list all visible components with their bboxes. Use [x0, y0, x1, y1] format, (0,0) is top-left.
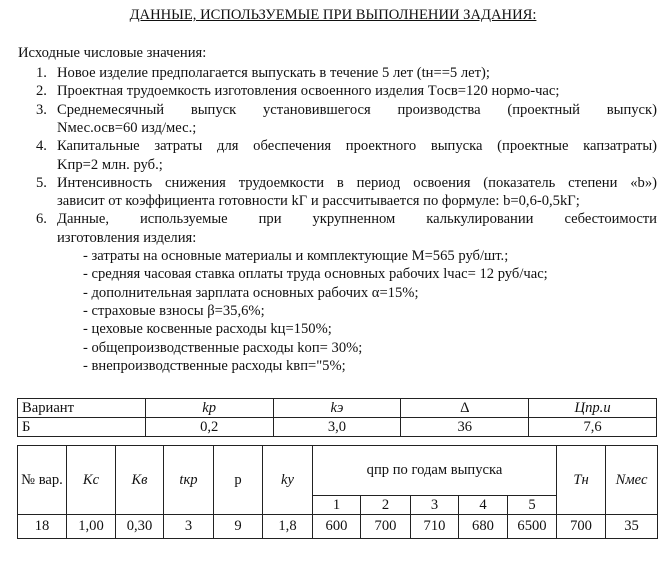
- header-cell: Δ: [400, 398, 530, 418]
- table-row: Б 0,2 3,0 36 7,6: [17, 417, 657, 437]
- cost-item: - затраты на основные материалы и компле…: [83, 248, 509, 264]
- list-item-text: Данные, используемые при укрупненном кал…: [57, 211, 657, 228]
- list-item-text: изготовления изделия:: [57, 229, 197, 246]
- header-cell: kэ: [272, 398, 402, 418]
- table-cell: 3: [410, 495, 459, 515]
- table-cell: 18: [17, 514, 67, 539]
- table-row: 18 1,00 0,30 3 9 1,8 600 700 710 680 6500 700 35: [17, 514, 659, 539]
- table-cell: 35: [605, 514, 659, 539]
- table-cell: 6500: [506, 514, 558, 539]
- list-item-text: Среднемесячный выпуск установившегося пр…: [57, 101, 657, 118]
- table-cell: 0,30: [115, 514, 164, 539]
- list-number: 2.: [36, 83, 47, 100]
- table-cell: 0,2: [144, 417, 274, 437]
- list-item-text: Nмес.осв=60 изд/мес.;: [57, 119, 197, 136]
- list-item-text: Новое изделие предполагается выпускать в…: [57, 65, 490, 81]
- header-cell: Kс: [66, 445, 116, 515]
- table-cell: 1: [312, 495, 361, 515]
- list-number: 4.: [36, 138, 47, 155]
- table-cell: 680: [458, 514, 508, 539]
- table-cell: 600: [312, 514, 361, 539]
- list-number: 5.: [36, 174, 47, 191]
- parameters-table: № вар. Kс Kв tкр p kу qпр по годам выпус…: [17, 445, 659, 539]
- table-cell: 3,0: [272, 417, 402, 437]
- table-cell: 1,8: [262, 514, 313, 539]
- cost-item: - дополнительная зарплата основных рабоч…: [83, 284, 419, 301]
- list-item-text: зависит от коэффициента готовности kГ и …: [57, 193, 580, 210]
- list-item-text: Kпр=2 млн. руб.;: [57, 156, 163, 173]
- list-number: 3.: [36, 101, 47, 118]
- table-header-row: Вариант kр kэ Δ Цпр.и: [17, 398, 657, 418]
- cost-item: - страховые взносы β=35,6%;: [83, 302, 265, 319]
- header-cell: Tн: [556, 445, 607, 515]
- table-cell: 9: [213, 514, 263, 539]
- header-cell: Nмес: [605, 445, 659, 515]
- header-cell: kу: [262, 445, 313, 515]
- table-cell: 700: [556, 514, 607, 539]
- table-cell: 5: [506, 495, 558, 515]
- table-cell: 4: [458, 495, 508, 515]
- list-item-text: Интенсивность снижения трудоемкости в пе…: [57, 174, 657, 191]
- header-cell: qпр по годам выпуска: [311, 445, 558, 496]
- cost-item: - общепроизводственные расходы kоп= 30%;: [83, 339, 363, 356]
- header-cell: Цпр.и: [528, 398, 657, 418]
- list-number: 6.: [36, 211, 47, 228]
- cost-item: - цеховые косвенные расходы kц=150%;: [83, 321, 332, 338]
- header-cell: Kв: [115, 445, 164, 515]
- list-item-text: Проектная трудоемкость изготовления осво…: [57, 83, 560, 100]
- variant-table: Вариант kр kэ Δ Цпр.и Б 0,2 3,0 36 7,6: [17, 398, 657, 437]
- intro-text: Исходные числовые значения:: [18, 45, 207, 61]
- table-cell: 700: [360, 514, 411, 539]
- cost-item: - средняя часовая ставка оплаты труда ос…: [83, 266, 548, 283]
- table-cell: 1,00: [66, 514, 116, 539]
- cost-item: - внепроизводственные расходы kвп="5%;: [83, 357, 346, 374]
- table-cell: 2: [360, 495, 411, 515]
- list-item-text: Капитальные затраты для обеспечения прое…: [57, 138, 657, 155]
- table-cell: 3: [163, 514, 214, 539]
- table-cell: Б: [17, 417, 146, 437]
- header-cell: Вариант: [17, 398, 146, 418]
- table-cell: 7,6: [528, 417, 657, 437]
- header-cell: № вар.: [17, 445, 67, 515]
- header-cell: p: [213, 445, 263, 515]
- table-header-row: № вар. Kс Kв tкр p kу qпр по годам выпус…: [17, 445, 659, 515]
- table-cell: 710: [410, 514, 459, 539]
- header-cell: tкр: [163, 445, 214, 515]
- list-number: 1.: [36, 65, 47, 81]
- header-cell: kр: [144, 398, 274, 418]
- table-cell: 36: [400, 417, 530, 437]
- page-title: ДАННЫЕ, ИСПОЛЬЗУЕМЫЕ ПРИ ВЫПОЛНЕНИИ ЗАДА…: [129, 7, 537, 23]
